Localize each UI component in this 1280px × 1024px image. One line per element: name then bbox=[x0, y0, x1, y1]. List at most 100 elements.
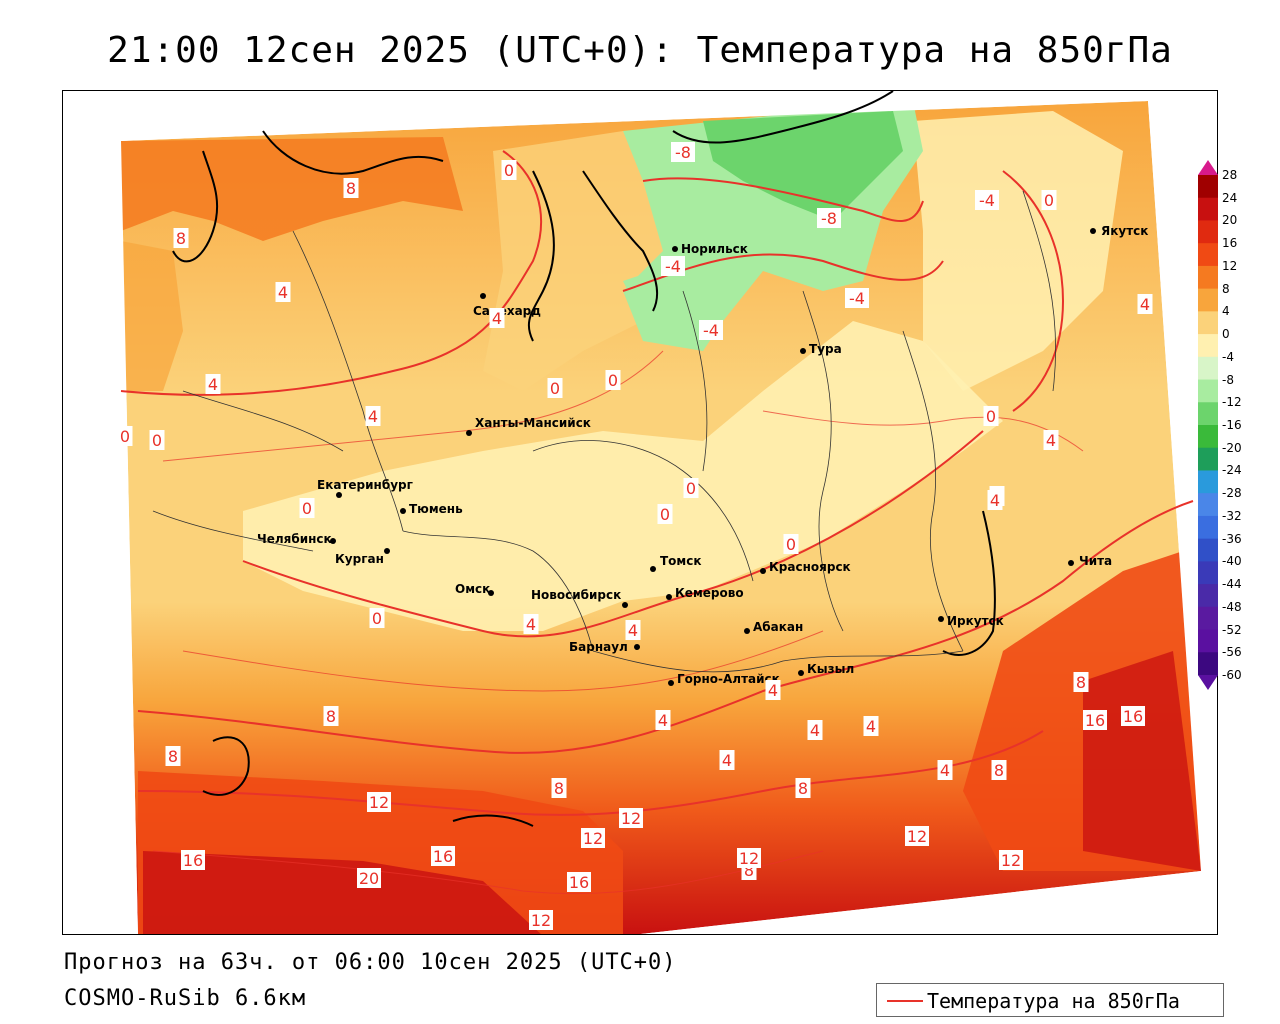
isotherm-label: 0 bbox=[660, 505, 670, 524]
isotherm-label: 12 bbox=[739, 849, 759, 868]
isotherm-label-box bbox=[323, 706, 339, 726]
isotherm-label: 16 bbox=[1085, 711, 1105, 730]
isotherm-label-box bbox=[983, 406, 999, 426]
isotherm-label: -8 bbox=[821, 209, 837, 228]
colorbar-segment bbox=[1198, 220, 1218, 244]
forecast-info: Прогноз на 63ч. от 06:00 10сен 2025 (UTC… bbox=[64, 950, 677, 975]
isotherm-label-box bbox=[737, 848, 761, 868]
colorbar-segment bbox=[1198, 584, 1218, 608]
city-label-barnaul: Барнаул bbox=[569, 640, 628, 654]
isotherm-label-box bbox=[845, 288, 869, 308]
isotherm-label-box bbox=[275, 282, 291, 302]
legend-box: Температура на 850гПа bbox=[876, 983, 1224, 1017]
region-0-north bbox=[483, 131, 683, 391]
colorbar-segment bbox=[1198, 470, 1218, 494]
colorbar-tick-label: -52 bbox=[1222, 622, 1242, 637]
map-title: 21:00 12сен 2025 (UTC+0): Температура на… bbox=[107, 30, 1173, 71]
colorbar-tick-label: 16 bbox=[1222, 236, 1238, 251]
isotherm-label: 8 bbox=[744, 861, 754, 880]
city-label-gorno-altaysk: Горно-Алтайск bbox=[677, 672, 780, 686]
city-dot-chita bbox=[1068, 560, 1074, 566]
colorbar-tick-label: 0 bbox=[1222, 327, 1230, 342]
isotherm-label-box bbox=[205, 374, 221, 394]
isotherm-label: 0 bbox=[372, 609, 382, 628]
city-dot-abakan bbox=[744, 628, 750, 634]
isotherm-label: -8 bbox=[675, 143, 691, 162]
city-label-tomsk: Томск bbox=[660, 554, 702, 568]
isotherm-label-box bbox=[807, 720, 823, 740]
city-label-omsk: Омск bbox=[455, 582, 490, 596]
isotherm-label: 4 bbox=[208, 375, 218, 394]
isotherm-label-box bbox=[655, 710, 671, 730]
isotherm-label: 20 bbox=[359, 869, 379, 888]
isotherm-label: 0 bbox=[504, 161, 514, 180]
isotherm-label-box bbox=[619, 808, 643, 828]
isotherm-label-box bbox=[863, 716, 879, 736]
isotherm-label: 8 bbox=[798, 779, 808, 798]
isotherm-label: 12 bbox=[1001, 851, 1021, 870]
colorbar-tick-label: -12 bbox=[1222, 395, 1242, 410]
colorbar-segment bbox=[1198, 175, 1218, 199]
colorbar-svg bbox=[1198, 160, 1218, 690]
isotherm-label: 4 bbox=[940, 761, 950, 780]
colorbar-bottom-arrow bbox=[1198, 675, 1218, 690]
colorbar-tick-label: 8 bbox=[1222, 281, 1230, 296]
isotherm-label: -4 bbox=[849, 289, 865, 308]
isotherm-label: 0 bbox=[786, 535, 796, 554]
isotherm-label-box bbox=[181, 850, 205, 870]
colorbar-segment bbox=[1198, 606, 1218, 631]
colorbar-tick-label: 24 bbox=[1222, 190, 1238, 205]
isotherm-label-box bbox=[657, 504, 673, 524]
isotherm-label-box bbox=[975, 190, 999, 210]
colorbar-tick-label: -48 bbox=[1222, 599, 1242, 614]
isotherm-label-box bbox=[719, 750, 735, 770]
city-dot-omsk bbox=[488, 590, 494, 596]
city-dot-norilsk bbox=[672, 246, 678, 252]
city-label-yekaterinburg: Екатеринбург bbox=[317, 478, 413, 492]
isotherm-label: 8 bbox=[554, 779, 564, 798]
city-label-irkutsk: Иркутск bbox=[947, 614, 1004, 628]
city-label-kurgan: Курган bbox=[335, 552, 384, 566]
isotherm-label-box bbox=[523, 614, 539, 634]
city-dot-chelyabinsk bbox=[330, 538, 336, 544]
region-8-west bbox=[121, 241, 183, 391]
isotherm-label-box bbox=[343, 178, 359, 198]
region-16-southeast bbox=[1083, 651, 1201, 871]
isotherm-label-box bbox=[999, 850, 1023, 870]
map-area[interactable]: Якутск Норильск Салехард Тура Ханты-Манс… bbox=[62, 90, 1218, 935]
colorbar-segment bbox=[1198, 379, 1218, 403]
colorbar-tick-label: 28 bbox=[1222, 168, 1238, 182]
colorbar-tick-label: -20 bbox=[1222, 440, 1242, 455]
temperature-map-svg: Якутск Норильск Салехард Тура Ханты-Манс… bbox=[63, 91, 1217, 934]
city-label-tura: Тура bbox=[809, 342, 842, 356]
city-label-novosibirsk: Новосибирск bbox=[531, 588, 621, 602]
isotherm-label-box bbox=[149, 430, 165, 450]
colorbar-segment bbox=[1198, 425, 1218, 449]
temperature-colorbar bbox=[1198, 160, 1218, 690]
isotherm-label-box bbox=[625, 620, 641, 640]
isotherm-label: 0 bbox=[986, 407, 996, 426]
isotherm-label-box bbox=[117, 426, 133, 446]
isotherm-label-box bbox=[367, 792, 391, 812]
isotherm-label: 12 bbox=[531, 911, 551, 930]
isotherm-label: 12 bbox=[621, 809, 641, 828]
colorbar-segment bbox=[1198, 561, 1218, 585]
city-dot-tyumen bbox=[400, 508, 406, 514]
city-label-chita: Чита bbox=[1079, 554, 1112, 568]
isotherm-label: 4 bbox=[658, 711, 668, 730]
city-label-khanty-mansiysk: Ханты-Мансийск bbox=[475, 416, 591, 430]
colorbar-segment bbox=[1198, 629, 1218, 653]
region-cold-pocket bbox=[623, 261, 723, 351]
colorbar-segment bbox=[1198, 652, 1218, 676]
isotherm-label: 8 bbox=[346, 179, 356, 198]
isotherm-label: 4 bbox=[768, 681, 778, 700]
colorbar-segment bbox=[1198, 493, 1218, 517]
city-dot-khanty-mansiysk bbox=[466, 430, 472, 436]
outside-domain-bottom bbox=[640, 871, 1217, 934]
city-label-chelyabinsk: Челябинск bbox=[257, 532, 332, 546]
colorbar-segment bbox=[1198, 402, 1218, 426]
isotherm-label-box bbox=[489, 308, 505, 328]
isotherm-label: 4 bbox=[1046, 431, 1056, 450]
city-label-tyumen: Тюмень bbox=[409, 502, 463, 516]
colorbar-segment bbox=[1198, 311, 1218, 335]
